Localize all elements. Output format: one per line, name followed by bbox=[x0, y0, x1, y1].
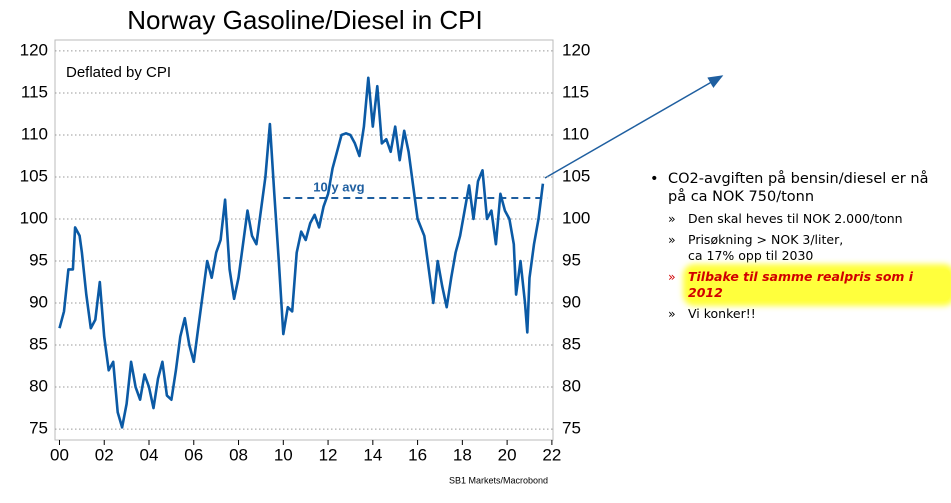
line-series bbox=[58, 76, 545, 429]
reference-label: 10 y avg bbox=[313, 179, 364, 194]
y2-tick-label: 80 bbox=[562, 377, 581, 396]
sub-bullet: » Vi konker!! bbox=[668, 306, 950, 322]
x-tick-label: 02 bbox=[95, 445, 114, 464]
x-tick-label: 16 bbox=[408, 445, 427, 464]
y2-tick-label: 120 bbox=[562, 40, 590, 59]
x-tick-label: 10 bbox=[274, 445, 293, 464]
x-tick-label: 08 bbox=[229, 445, 248, 464]
y-tick-label: 90 bbox=[29, 293, 48, 312]
y-tick-label: 95 bbox=[29, 250, 48, 269]
sub-line: ca 17% opp til 2030 bbox=[688, 248, 814, 263]
y-tick-label: 115 bbox=[21, 82, 48, 101]
sub-text: Den skal heves til NOK 2.000/tonn bbox=[688, 211, 903, 227]
x-tick-label: 14 bbox=[363, 445, 382, 464]
sub-text: Tilbake til samme realpris som i 2012 bbox=[688, 269, 950, 301]
y2-tick-label: 110 bbox=[562, 124, 589, 143]
arrow bbox=[544, 75, 724, 179]
sub-line: Den skal heves til NOK 2.000/tonn bbox=[688, 211, 903, 226]
x-tick-label: 18 bbox=[453, 445, 472, 464]
y2-tick-label: 90 bbox=[562, 293, 581, 312]
plot-frame bbox=[54, 39, 554, 441]
y2-tick-label: 75 bbox=[562, 419, 581, 438]
subtitle: Deflated by CPI bbox=[66, 64, 171, 81]
chart-title: Norway Gasoline/Diesel in CPI bbox=[127, 5, 482, 35]
x-tick-label: 20 bbox=[498, 445, 517, 464]
sub-marker: » bbox=[668, 211, 676, 226]
sub-bullet: » Prisøkning > NOK 3/liter, ca 17% opp til… bbox=[668, 232, 950, 264]
y-tick-label: 85 bbox=[29, 335, 48, 354]
x-tick-label: 04 bbox=[140, 445, 159, 464]
y2-tick-label: 85 bbox=[562, 335, 581, 354]
bullet-line: CO2-avgiften på bensin/diesel er nå bbox=[668, 171, 929, 187]
sub-line: Tilbake til samme realpris som i 2012 bbox=[688, 269, 914, 300]
x-tick-label: 22 bbox=[542, 445, 561, 464]
sub-marker: » bbox=[668, 306, 676, 321]
y-tick-label: 110 bbox=[21, 124, 48, 143]
sub-text: Vi konker!! bbox=[688, 306, 756, 322]
bullet: • CO2-avgiften på bensin/diesel er nå på c… bbox=[650, 171, 929, 205]
sub-line: Vi konker!! bbox=[688, 306, 756, 321]
sub-bullet: » Tilbake til samme realpris som i 2012 bbox=[668, 269, 950, 301]
x-tick-label: 06 bbox=[184, 445, 203, 464]
sub-bullet: » Den skal heves til NOK 2.000/tonn bbox=[668, 211, 950, 227]
sub-marker: » bbox=[668, 232, 676, 247]
y-tick-label: 80 bbox=[29, 377, 48, 396]
y-tick-label: 100 bbox=[20, 208, 48, 227]
notes: • CO2-avgiften på bensin/diesel er nå på c… bbox=[650, 170, 950, 322]
y2-tick-label: 100 bbox=[562, 208, 590, 227]
sub-marker: » bbox=[668, 269, 676, 284]
bullet-line: på ca NOK 750/tonn bbox=[668, 189, 815, 205]
y-tick-label: 120 bbox=[20, 40, 48, 59]
sub-text: Prisøkning > NOK 3/liter, ca 17% opp til … bbox=[688, 232, 843, 264]
x-tick-label: 00 bbox=[50, 445, 69, 464]
y2-tick-label: 95 bbox=[562, 250, 581, 269]
y-tick-label: 105 bbox=[20, 166, 48, 185]
y2-tick-label: 115 bbox=[562, 82, 589, 101]
x-tick-label: 12 bbox=[319, 445, 338, 464]
y-tick-label: 75 bbox=[29, 419, 48, 438]
source: SB1 Markets/Macrobond bbox=[449, 475, 548, 485]
y2-tick-label: 105 bbox=[562, 166, 590, 185]
sub-line: Prisøkning > NOK 3/liter, bbox=[688, 232, 844, 247]
